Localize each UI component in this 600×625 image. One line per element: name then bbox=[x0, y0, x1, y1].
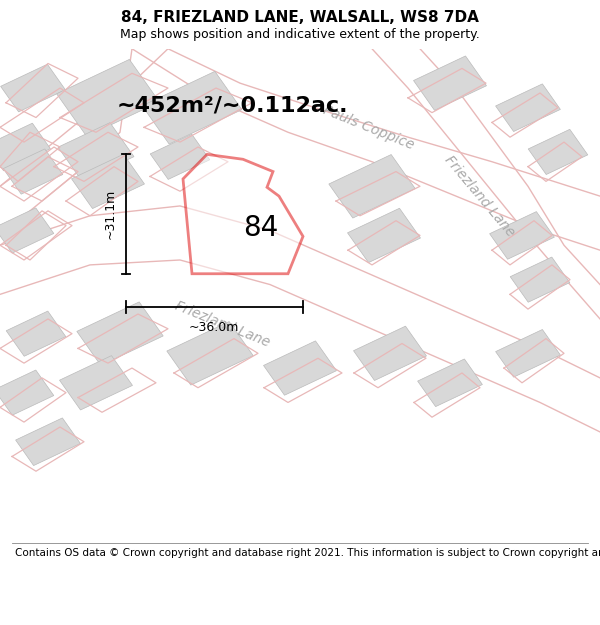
Polygon shape bbox=[413, 56, 487, 110]
Text: Friezland Lane: Friezland Lane bbox=[442, 153, 518, 239]
Polygon shape bbox=[0, 370, 54, 415]
Polygon shape bbox=[6, 311, 66, 356]
Text: Friezland Lane: Friezland Lane bbox=[172, 298, 272, 349]
Polygon shape bbox=[3, 149, 63, 194]
Polygon shape bbox=[528, 129, 588, 174]
Polygon shape bbox=[496, 84, 560, 131]
Polygon shape bbox=[59, 356, 133, 410]
Text: 84: 84 bbox=[244, 214, 278, 242]
Polygon shape bbox=[58, 122, 134, 181]
Polygon shape bbox=[263, 341, 337, 395]
Text: Map shows position and indicative extent of the property.: Map shows position and indicative extent… bbox=[120, 28, 480, 41]
Polygon shape bbox=[142, 71, 242, 144]
Polygon shape bbox=[490, 212, 554, 259]
Polygon shape bbox=[418, 359, 482, 407]
Polygon shape bbox=[56, 59, 160, 136]
Text: Pauls Coppice: Pauls Coppice bbox=[322, 102, 416, 152]
Text: ~452m²/~0.112ac.: ~452m²/~0.112ac. bbox=[117, 95, 349, 115]
Polygon shape bbox=[496, 329, 560, 377]
Polygon shape bbox=[329, 154, 415, 218]
Polygon shape bbox=[1, 64, 65, 112]
Text: ~36.0m: ~36.0m bbox=[189, 321, 239, 334]
Polygon shape bbox=[150, 134, 210, 179]
Polygon shape bbox=[167, 322, 253, 385]
Polygon shape bbox=[0, 208, 54, 253]
Text: Contains OS data © Crown copyright and database right 2021. This information is : Contains OS data © Crown copyright and d… bbox=[15, 549, 600, 559]
Polygon shape bbox=[347, 208, 421, 262]
Polygon shape bbox=[353, 326, 427, 381]
Polygon shape bbox=[77, 302, 163, 366]
Polygon shape bbox=[71, 154, 145, 209]
Polygon shape bbox=[510, 257, 570, 302]
Text: ~31.1m: ~31.1m bbox=[104, 189, 117, 239]
Polygon shape bbox=[16, 418, 80, 466]
Text: 84, FRIEZLAND LANE, WALSALL, WS8 7DA: 84, FRIEZLAND LANE, WALSALL, WS8 7DA bbox=[121, 10, 479, 25]
Polygon shape bbox=[0, 123, 50, 171]
Polygon shape bbox=[183, 154, 303, 274]
